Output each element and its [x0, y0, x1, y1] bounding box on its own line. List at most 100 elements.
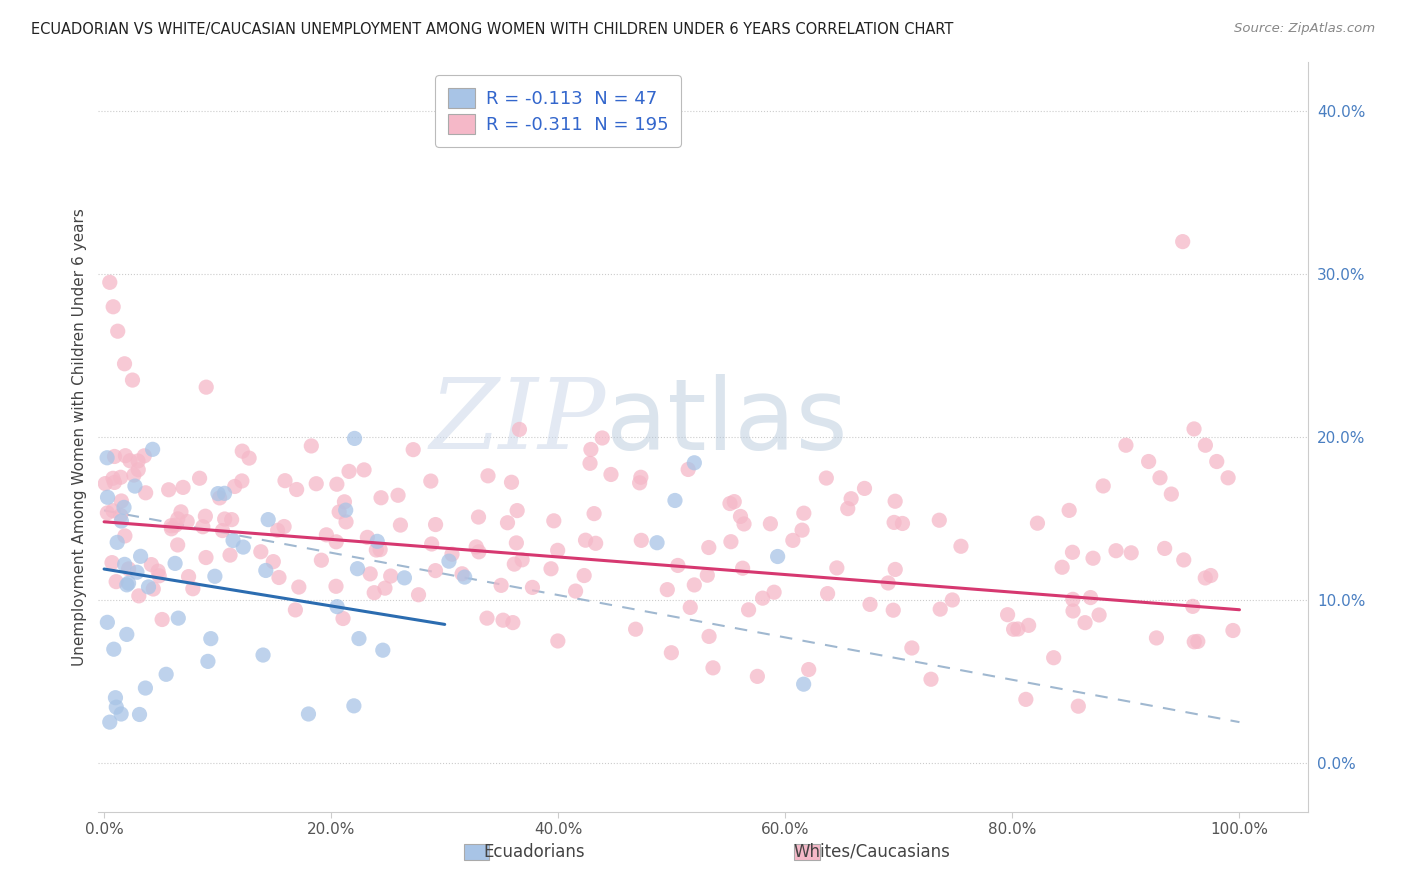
Point: [115, 578, 138, 592]
Point: [387, 488, 409, 502]
Point: [859, 598, 882, 612]
Point: [929, 602, 952, 616]
Point: [117, 562, 139, 576]
Point: [683, 578, 706, 592]
Point: [114, 529, 136, 543]
Point: [425, 564, 447, 578]
Point: [231, 474, 253, 488]
Point: [1080, 591, 1102, 605]
Point: [112, 500, 135, 515]
Point: [837, 501, 859, 516]
Point: [208, 491, 231, 505]
Point: [165, 518, 187, 533]
Point: [394, 571, 416, 585]
Point: [207, 486, 229, 500]
Point: [254, 564, 277, 578]
Point: [160, 518, 183, 533]
Point: [583, 507, 606, 521]
Point: [363, 585, 385, 599]
Point: [380, 569, 402, 583]
Point: [101, 300, 124, 314]
Point: [720, 534, 742, 549]
Point: [353, 463, 375, 477]
Point: [127, 463, 149, 477]
Point: [326, 599, 349, 614]
Point: [374, 581, 396, 595]
Point: [224, 479, 246, 493]
Point: [195, 550, 218, 565]
Point: [232, 540, 254, 554]
Point: [1146, 631, 1168, 645]
Point: [211, 524, 233, 538]
Point: [129, 549, 152, 564]
Point: [115, 627, 138, 641]
Point: [1057, 503, 1080, 517]
Point: [160, 522, 183, 536]
Text: Ecuadorians: Ecuadorians: [484, 843, 585, 861]
Point: [467, 510, 489, 524]
Point: [252, 648, 274, 662]
Point: [853, 482, 876, 496]
Point: [579, 456, 602, 470]
Point: [763, 585, 786, 599]
Point: [877, 576, 900, 591]
Point: [676, 462, 699, 476]
Point: [882, 603, 904, 617]
Point: [166, 538, 188, 552]
Point: [328, 505, 350, 519]
Point: [142, 442, 165, 457]
Point: [683, 456, 706, 470]
Point: [468, 545, 491, 559]
Point: [1062, 592, 1084, 607]
Point: [1216, 471, 1239, 485]
Point: [718, 496, 741, 510]
Point: [465, 540, 488, 554]
Point: [477, 468, 499, 483]
Point: [1088, 607, 1111, 622]
Text: atlas: atlas: [606, 374, 848, 471]
Point: [1187, 634, 1209, 648]
Point: [170, 505, 193, 519]
Point: [730, 509, 752, 524]
Point: [231, 444, 253, 458]
Point: [737, 603, 759, 617]
Point: [839, 491, 862, 506]
Point: [325, 579, 347, 593]
Point: [496, 516, 519, 530]
Point: [884, 494, 907, 508]
Point: [696, 568, 718, 582]
Point: [96, 615, 118, 630]
Point: [146, 564, 169, 578]
Point: [1050, 560, 1073, 574]
Point: [176, 515, 198, 529]
Point: [104, 690, 127, 705]
Point: [453, 570, 475, 584]
Point: [793, 677, 815, 691]
Point: [1137, 454, 1160, 468]
Point: [1199, 568, 1222, 582]
Point: [107, 324, 129, 338]
Point: [285, 483, 308, 497]
Point: [1182, 635, 1205, 649]
Point: [1194, 571, 1216, 585]
Point: [1171, 235, 1194, 249]
Point: [1149, 471, 1171, 485]
Point: [502, 615, 524, 630]
Point: [1062, 604, 1084, 618]
Point: [274, 474, 297, 488]
Point: [188, 471, 211, 485]
Point: [273, 519, 295, 533]
Point: [284, 603, 307, 617]
Point: [98, 276, 121, 290]
Point: [333, 495, 356, 509]
Point: [506, 503, 529, 517]
Point: [101, 504, 124, 518]
Point: [547, 543, 569, 558]
Point: [425, 517, 447, 532]
Point: [166, 512, 188, 526]
Point: [408, 588, 430, 602]
Point: [702, 661, 724, 675]
Point: [1121, 546, 1143, 560]
Point: [165, 557, 187, 571]
Point: [96, 506, 118, 520]
